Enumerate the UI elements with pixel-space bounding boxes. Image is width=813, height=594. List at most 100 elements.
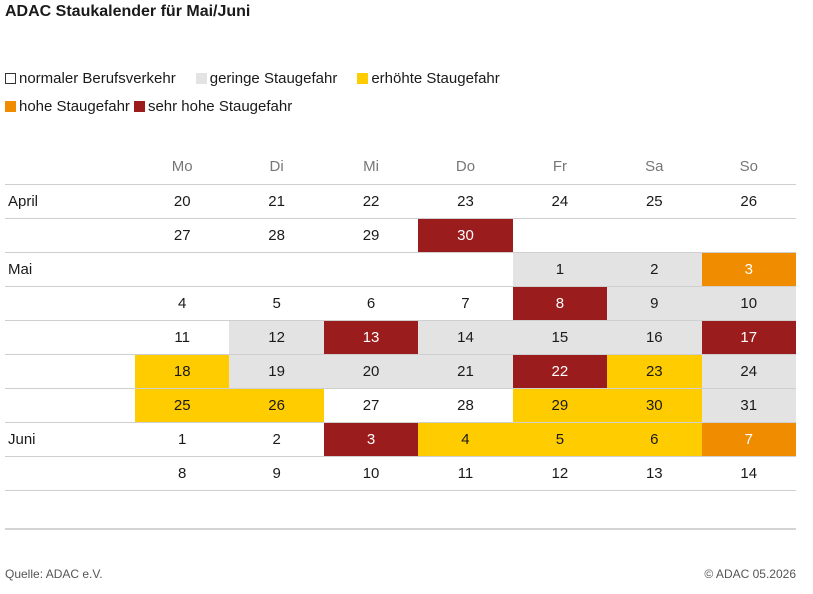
- legend-label-high: hohe Staugefahr: [19, 97, 130, 115]
- day-cell: 6: [607, 422, 702, 456]
- day-cell: 11: [174, 328, 190, 346]
- day-cell: 12: [551, 464, 569, 482]
- day-cell: 27: [173, 226, 191, 244]
- calendar-week-row: 18 19 20 21 22 23 24: [5, 354, 796, 388]
- day-cell: 30: [607, 388, 702, 422]
- day-cell: 22: [512, 354, 608, 388]
- legend-label-normal: normaler Berufsverkehr: [19, 69, 176, 87]
- bottom-divider: [5, 528, 796, 530]
- day-cell: 13: [645, 464, 663, 482]
- weekday-header: Di: [269, 158, 284, 176]
- day-cell: 10: [701, 286, 796, 320]
- empty-day-cell: [324, 252, 418, 286]
- calendar-week-row: 11 12 13 14 15 16 17: [5, 320, 796, 354]
- source-note: Quelle: ADAC e.V.: [5, 567, 103, 581]
- month-label: [5, 388, 135, 422]
- empty-day-cell: [418, 252, 512, 286]
- day-cell: 28: [268, 226, 285, 244]
- day-cell: 14: [418, 320, 513, 354]
- day-cell: 23: [607, 354, 702, 388]
- empty-day-cell: [702, 218, 796, 252]
- empty-day-cell: [229, 252, 323, 286]
- day-cell: 8: [178, 464, 187, 482]
- day-cell: 21: [268, 192, 285, 210]
- calendar-week-row: 8 9 10 11 12 13 14: [5, 456, 796, 490]
- day-cell: 20: [323, 354, 419, 388]
- day-cell: 27: [362, 396, 380, 414]
- legend-label-elevated: erhöhte Staugefahr: [371, 69, 500, 87]
- day-cell: 25: [135, 388, 230, 422]
- day-cell: 11: [457, 464, 474, 482]
- day-cell: 3: [323, 422, 419, 456]
- weekday-header-row: Mo Di Mi Do Fr Sa So: [5, 150, 796, 184]
- legend-swatch-high: [5, 100, 16, 112]
- day-cell: 5: [272, 294, 281, 312]
- legend-row-1: normaler Berufsverkehr geringe Staugefah…: [5, 64, 520, 92]
- empty-day-cell: [607, 218, 701, 252]
- legend-label-very-high: sehr hohe Staugefahr: [147, 97, 293, 115]
- day-cell: 9: [607, 286, 702, 320]
- day-cell: 29: [362, 226, 380, 244]
- day-cell: 24: [551, 192, 569, 210]
- weekday-header: Do: [455, 158, 476, 176]
- month-label: [5, 456, 135, 490]
- chart-title: ADAC Staukalender für Mai/Juni: [5, 3, 251, 20]
- day-cell: 17: [701, 320, 796, 354]
- day-cell: 2: [272, 430, 281, 448]
- day-cell: 30: [418, 218, 513, 252]
- calendar-week-row: 4 5 6 7 8 9 10: [5, 286, 796, 320]
- weekday-header: Sa: [645, 158, 664, 176]
- calendar-week-row: 25 26 27 28 29 30 31: [5, 388, 796, 422]
- day-cell: 5: [512, 422, 608, 456]
- legend-swatch-elevated: [357, 72, 369, 84]
- day-cell: 26: [229, 388, 324, 422]
- empty-day-cell: [513, 218, 607, 252]
- month-label: [5, 218, 135, 252]
- legend-swatch-very-high: [133, 100, 145, 112]
- day-cell: 20: [173, 192, 191, 210]
- weekday-header: So: [739, 158, 758, 176]
- day-cell: 19: [229, 354, 324, 388]
- month-label: [5, 354, 135, 388]
- day-cell: 16: [607, 320, 702, 354]
- day-cell: 8: [512, 286, 608, 320]
- day-cell: 25: [645, 192, 663, 210]
- day-cell: 23: [457, 192, 474, 210]
- month-header: [5, 150, 135, 184]
- month-label: [5, 286, 135, 320]
- day-cell: 2: [607, 252, 702, 286]
- day-cell: 21: [418, 354, 513, 388]
- empty-day-cell: [135, 252, 229, 286]
- day-cell: 15: [512, 320, 608, 354]
- day-cell: 12: [229, 320, 324, 354]
- day-cell: 9: [272, 464, 281, 482]
- day-cell: 13: [323, 320, 419, 354]
- day-cell: 22: [362, 192, 380, 210]
- calendar-table: Mo Di Mi Do Fr Sa So April 20 21 22 23 24 25 26…: [5, 150, 796, 491]
- day-cell: 29: [512, 388, 608, 422]
- day-cell: 1: [512, 252, 608, 286]
- day-cell: 7: [701, 422, 796, 456]
- day-cell: 14: [740, 464, 758, 482]
- legend-row-2: hohe Staugefahr sehr hohe Staugefahr: [5, 92, 520, 120]
- day-cell: 7: [461, 294, 470, 312]
- weekday-header: Mi: [363, 158, 379, 176]
- legend: normaler Berufsverkehr geringe Staugefah…: [5, 64, 520, 120]
- day-cell: 18: [135, 354, 230, 388]
- day-cell: 4: [418, 422, 513, 456]
- month-label: [5, 320, 135, 354]
- weekday-header: Mo: [171, 158, 193, 176]
- day-cell: 24: [701, 354, 796, 388]
- calendar-week-row: 27 28 29 30: [5, 218, 796, 252]
- calendar-week-row: Juni 1 2 3 4 5 6 7: [5, 422, 796, 456]
- day-cell: 6: [366, 294, 376, 312]
- month-label: Mai: [8, 260, 33, 278]
- day-cell: 3: [701, 252, 796, 286]
- legend-item-high: hohe Staugefahr: [5, 98, 130, 115]
- day-cell: 28: [457, 396, 474, 414]
- weekday-header: Fr: [552, 158, 567, 176]
- day-cell: 4: [178, 294, 187, 312]
- calendar-body: April 20 21 22 23 24 25 26 27 28 29 30 Mai 1 2 3 4 5 6 7 8 9 1…: [5, 184, 796, 490]
- day-cell: 1: [178, 430, 187, 448]
- legend-swatch-low: [195, 72, 207, 84]
